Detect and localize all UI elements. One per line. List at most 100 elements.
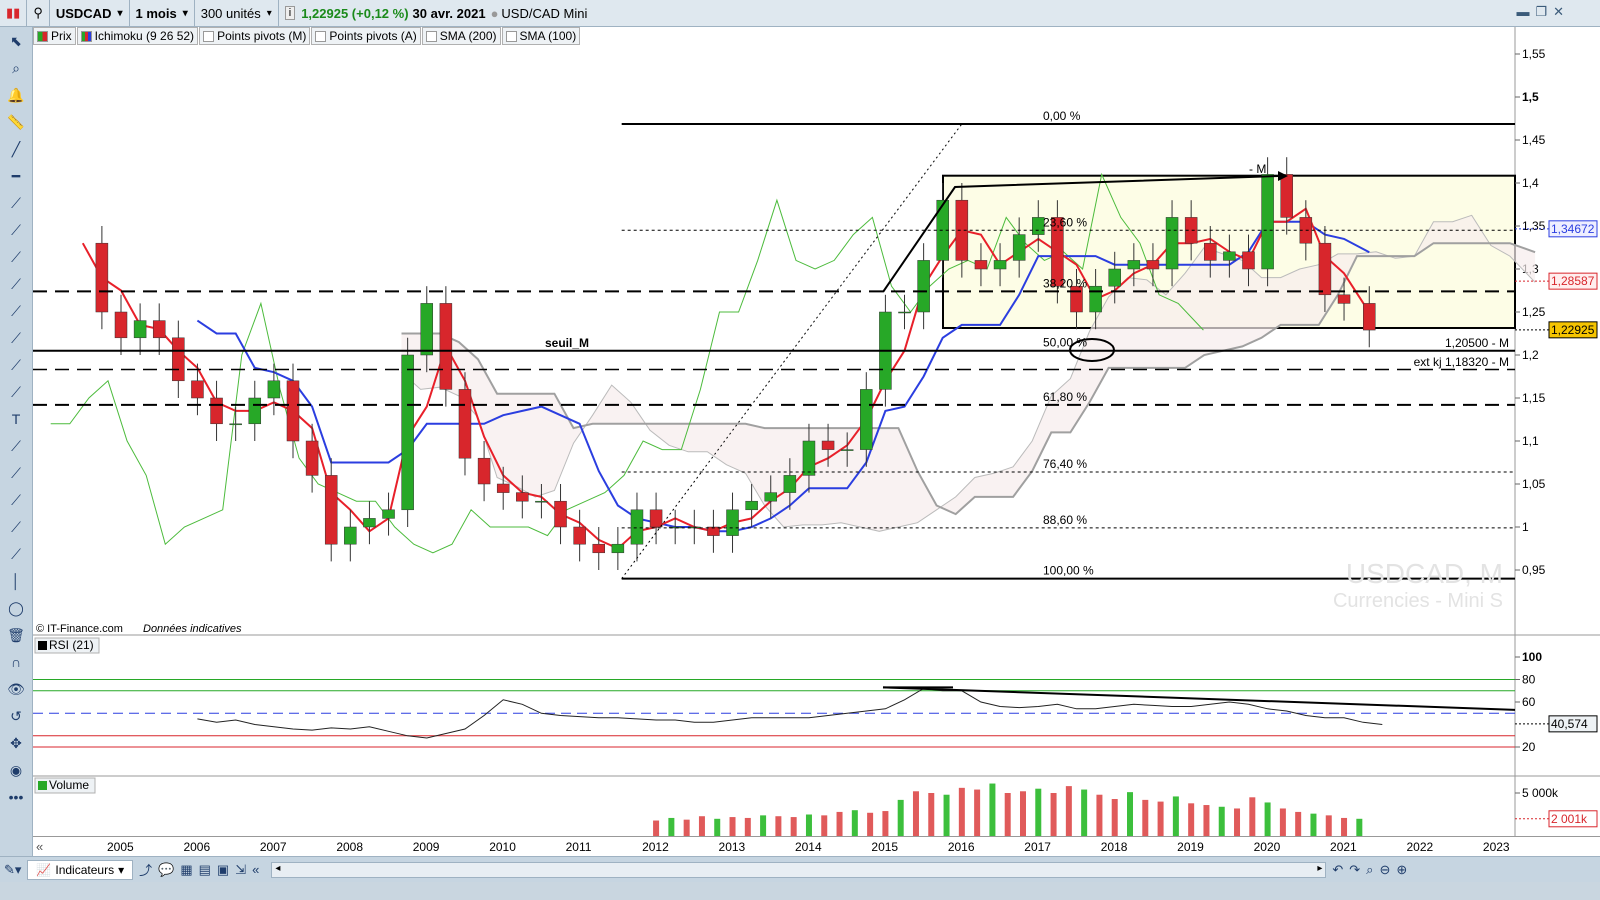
scroll-left-button[interactable]: « [36,839,44,854]
undo-icon[interactable]: ↶ [1332,861,1344,877]
minimize-icon[interactable]: ▬ [1516,4,1530,19]
senkou-b-line [401,242,1536,516]
horizontal-line-icon[interactable]: ━ [11,167,21,184]
horizontal-scrollbar[interactable]: ◂ ▸ [271,861,1327,878]
volume-bar [744,817,751,836]
ellipse-icon[interactable]: ◯ [8,599,24,616]
collapse-icon[interactable]: « [252,862,260,877]
color-wheel-icon[interactable]: ◉ [9,761,23,778]
time-tick-label: 2017 [1024,840,1051,854]
parallel-lines-icon[interactable]: ⟋ [11,194,21,211]
checkbox[interactable] [425,30,437,42]
legend-item[interactable]: SMA (100) [501,27,581,45]
compare-icon[interactable]: ▤ [198,861,211,877]
checkbox[interactable] [505,30,517,42]
period-selector[interactable]: 1 mois [130,0,195,27]
profile-icon[interactable]: ⚲ [27,0,50,27]
zoom-out-icon[interactable]: ⊖ [1379,861,1391,877]
elliott-wave-icon[interactable]: ⟋ [11,518,21,535]
price-tick-label: 1,45 [1522,133,1546,147]
copyright: © IT-Finance.com [36,623,123,635]
fibonacci-label: 0,00 % [1043,109,1081,123]
units-selector[interactable]: 300 unités [195,0,279,27]
candle [993,260,1007,270]
volume-bar [1188,803,1195,836]
alert-bell-icon[interactable]: 🔔 [7,86,25,103]
move-icon[interactable]: ✥ [10,734,22,751]
volume-bar [836,811,843,836]
text-icon[interactable]: T [11,411,21,427]
candle [133,320,147,339]
ray-icon[interactable]: ⟋ [11,221,21,238]
restore-icon[interactable]: ❐ [1535,4,1548,19]
more-icon[interactable]: ••• [8,789,24,805]
legend-item[interactable]: Prix [33,27,76,45]
extended-line-icon[interactable]: ⟋ [11,248,21,265]
eye-icon[interactable]: 👁 [7,680,25,697]
close-icon[interactable]: ✕ [1553,4,1564,19]
fibo-retracement-icon[interactable]: ⟋ [11,464,21,481]
share-icon[interactable]: ⤴ [139,863,153,878]
legend-item[interactable]: Ichimoku (9 26 52) [76,27,199,45]
legend-item[interactable]: SMA (200) [421,27,501,45]
candle [860,389,873,450]
candle [152,320,166,339]
draw-icon[interactable]: ✎▾ [4,861,22,877]
candle [707,526,720,536]
indicators-button[interactable]: 📈 Indicateurs ▾ [27,859,134,880]
volume-bar [1325,815,1332,836]
window-icon[interactable]: ▣ [216,861,230,877]
channel2-icon[interactable]: ⟋ [11,302,21,319]
price-tick-label: 1,55 [1522,47,1546,61]
legend-item[interactable]: Points pivots (M) [199,27,311,45]
zoom-icon[interactable]: ⌕ [12,59,20,76]
volume-bar [1218,806,1225,836]
top-toolbar: ▮▮ ⚲ USDCAD 1 mois 300 unités i 1,22925 … [0,0,1600,27]
ruler-icon[interactable]: 📏 [7,113,25,130]
comment-icon[interactable]: 💬 [158,861,175,877]
trendline-icon[interactable]: ╱ [11,140,21,157]
candle [821,440,835,450]
vertical-line-icon[interactable]: │ [11,573,21,589]
text-box-icon[interactable]: ⟋ [11,437,21,454]
zoom-fit-icon[interactable]: ⌕ [1366,861,1374,877]
calc-icon[interactable]: ▦ [180,861,193,877]
symbol-selector[interactable]: USDCAD [50,0,130,27]
channel-icon[interactable]: ⟋ [11,275,21,292]
fibonacci-label: 50,00 % [1043,336,1087,350]
volume-bar [1203,805,1210,836]
magnet-icon[interactable]: ∩ [10,654,22,670]
redo-icon[interactable]: ↷ [1349,861,1361,877]
pattern-icon[interactable]: ⟋ [11,545,21,562]
candle [630,509,644,545]
legend-label: Ichimoku (9 26 52) [94,29,195,43]
polyline-icon[interactable]: ⟋ [11,383,21,400]
fibonacci-fan-icon[interactable]: ⟋ [11,329,21,346]
fibonacci-icon[interactable]: ⟋ [11,356,21,373]
chart-type-icon[interactable]: ▮▮ [0,0,28,27]
cursor-icon[interactable]: ⬉ [10,32,22,49]
color-swatch-icon[interactable] [37,30,48,42]
rsi-swatch-icon [38,641,47,650]
time-tick-label: 2005 [107,840,134,854]
volume-bar [760,815,767,836]
fibonacci-label: 61,80 % [1043,390,1087,404]
volume-bar [974,789,981,836]
fibo-extension-icon[interactable]: ⟋ [11,491,21,508]
export-icon[interactable]: ⇲ [235,861,247,877]
checkbox[interactable] [315,30,327,42]
candle [420,303,434,356]
zoom-in-icon[interactable]: ⊕ [1396,861,1408,877]
undo-icon[interactable]: ↺ [10,707,22,724]
volume-bar [928,793,935,836]
chart-area[interactable]: 1,551,51,451,41,351,31,251,21,151,11,051… [33,27,1600,836]
time-tick-label: 2022 [1406,840,1434,854]
time-tick-label: 2023 [1482,840,1510,854]
color-swatch-icon[interactable] [80,30,92,42]
tenkan-price-tag [1548,272,1598,290]
last-price: 1,22925 (+0,12 %) [301,5,409,21]
checkbox[interactable] [203,30,215,42]
legend-item[interactable]: Points pivots (A) [311,27,421,45]
info-icon[interactable]: i [284,6,296,20]
trash-icon[interactable]: 🗑 [7,626,25,643]
